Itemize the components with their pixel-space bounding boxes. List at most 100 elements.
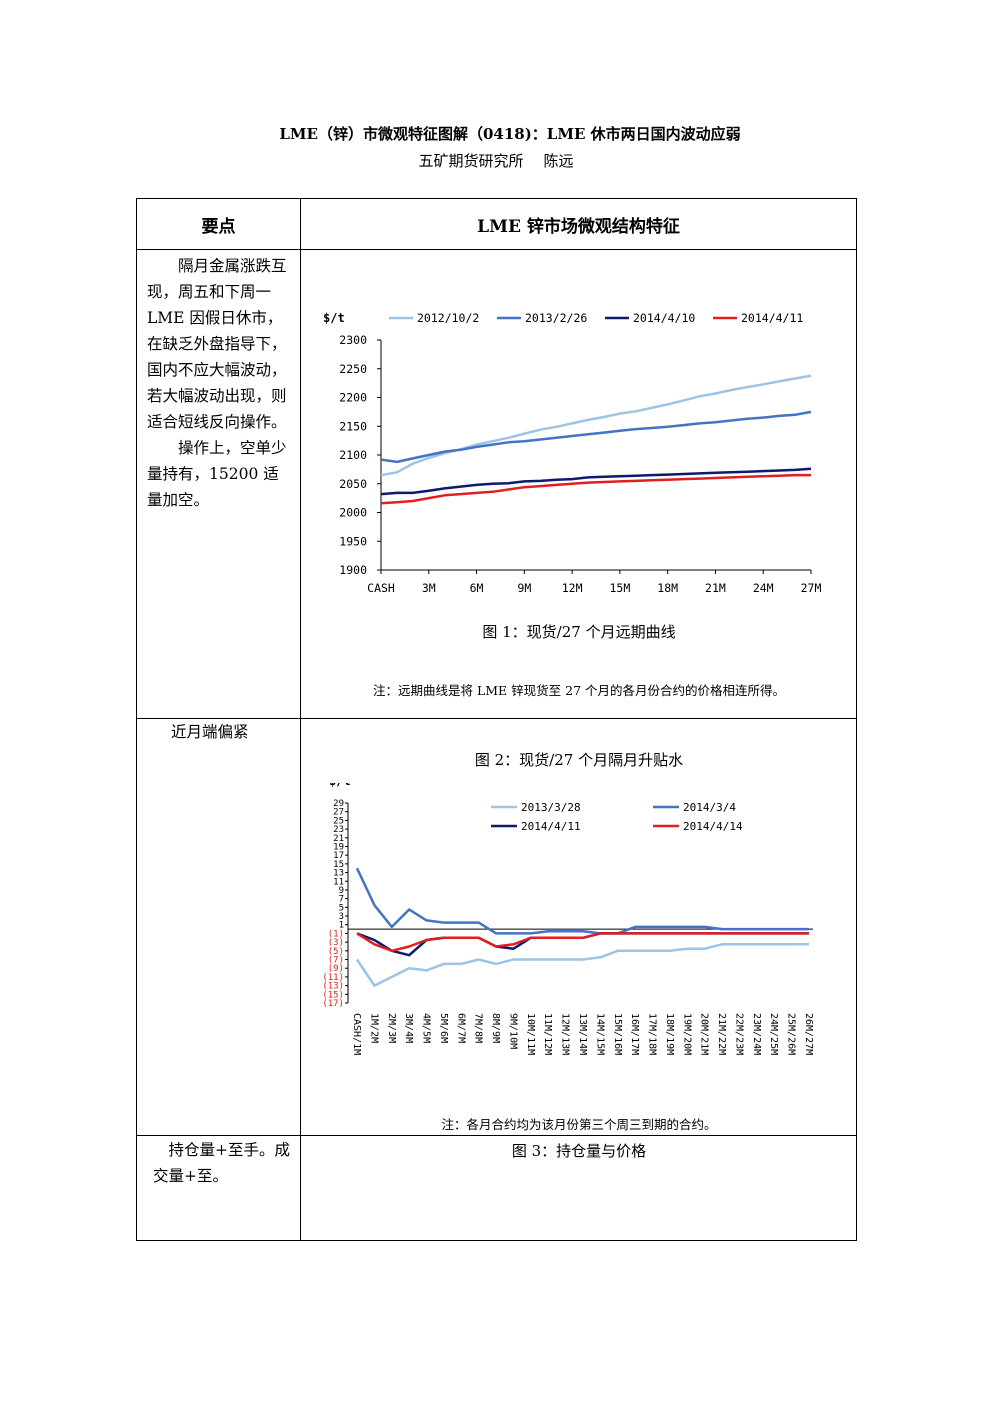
y-tick-label: 1900: [339, 563, 367, 577]
y-tick-label: 19: [333, 842, 344, 852]
x-tick-label: 22M/23M: [733, 1013, 744, 1055]
series-line-3: [380, 467, 812, 496]
x-tick-label: 15M: [609, 581, 630, 595]
figure1-note: 注：远期曲线是将 LME 锌现货至 27 个月的各月份合约的价格相连所得。: [372, 683, 786, 698]
x-tick-label: 6M/7M: [455, 1013, 466, 1043]
document-title: LME（锌）市微观特征图解（0418)：LME 休市两日国内波动应弱: [279, 125, 741, 143]
y-tick-label: (11): [322, 973, 344, 983]
y-tick-label: 3: [339, 912, 344, 922]
y-tick-label: 27: [333, 808, 344, 818]
x-tick-label: 7M/8M: [473, 1013, 484, 1043]
x-tick-label: 10M/11M: [525, 1013, 536, 1055]
row3-right-cell: 图 3：持仓量与价格: [300, 1135, 857, 1241]
row2-left-cell: 近月端偏紧: [136, 718, 301, 1136]
x-tick-label: 20M/21M: [699, 1013, 710, 1055]
figure1-caption: 图 1：现货/27 个月远期曲线: [482, 623, 676, 641]
legend-label-3: 2014/4/10: [633, 311, 695, 325]
legend-label-1: 2012/10/2: [417, 311, 479, 325]
series-line-2: [380, 410, 812, 464]
row1-left-text: 隔月金属涨跌互现，周五和下周一LME 因假日休市，在缺乏外盘指导下，国内不应大幅…: [137, 250, 300, 513]
figure2-caption: 图 2：现货/27 个月隔月升贴水: [474, 751, 684, 769]
y-tick-label: (9): [328, 964, 344, 974]
x-tick-label: 16M/17M: [629, 1013, 640, 1055]
y-tick-label: 2000: [339, 506, 367, 520]
x-tick-label: 3M/4M: [403, 1013, 414, 1043]
x-tick-label: 15M/16M: [612, 1013, 623, 1055]
series-line-1: [355, 943, 809, 987]
x-tick-label: 18M: [657, 581, 678, 595]
y-tick-label: 29: [333, 799, 344, 809]
y-tick-label: 23: [333, 825, 344, 835]
y-tick-label: 9: [339, 886, 344, 896]
document-author: 五矿期货研究所 陈远: [0, 150, 992, 171]
y-tick-label: (17): [322, 999, 344, 1009]
y-tick-label: (3): [328, 938, 344, 948]
x-tick-label: 3M: [422, 581, 436, 595]
x-tick-label: 9M: [517, 581, 531, 595]
y-tick-label: (1): [328, 929, 344, 939]
row2-right-cell: 图 2：现货/27 个月隔月升贴水 $/t 2013/3/28 2014/3/4 20…: [300, 718, 857, 1136]
x-tick-label: 25M/26M: [786, 1013, 797, 1055]
row1-right-cell: $/t 2012/10/2 2013/2/26 2014/4/10 2014/4/11 1…: [300, 249, 857, 719]
y-tick-label: 11: [333, 877, 344, 887]
y-tick-label: 1: [339, 921, 344, 931]
legend-label-3: 2014/4/11: [521, 820, 581, 833]
row3-left-paragraph-1: 持仓量+至手。成交量+至。: [153, 1141, 290, 1185]
x-tick-label: 12M/13M: [560, 1013, 571, 1055]
x-tick-label: 21M: [705, 581, 726, 595]
y-tick-label: 17: [333, 851, 344, 861]
table-row-1: 隔月金属涨跌互现，周五和下周一LME 因假日休市，在缺乏外盘指导下，国内不应大幅…: [136, 249, 857, 719]
x-tick-label: 18M/19M: [664, 1013, 675, 1055]
x-tick-label: 14M/15M: [594, 1013, 605, 1055]
y-tick-label: 7: [339, 895, 344, 905]
x-tick-label: 19M/20M: [681, 1013, 692, 1055]
y-tick-label: 13: [333, 869, 344, 879]
y-tick-label: 15: [333, 860, 344, 870]
forward-curve-chart: $/t 2012/10/2 2013/2/26 2014/4/10 2014/4/11 1…: [323, 311, 822, 595]
x-tick-label: CASH: [367, 581, 395, 595]
table-header-row: 要点 LME 锌市场微观结构特征: [136, 198, 857, 250]
x-tick-label: 12M: [562, 581, 583, 595]
y-tick-label: (5): [328, 947, 344, 957]
y-tick-label: 2050: [339, 477, 367, 491]
x-tick-label: 9M/10M: [507, 1013, 518, 1049]
x-tick-label: 26M/27M: [803, 1013, 814, 1055]
y-tick-label: 2100: [339, 448, 367, 462]
x-tick-label: 27M: [801, 581, 822, 595]
x-tick-label: 24M: [753, 581, 774, 595]
author-organization: 五矿期货研究所: [418, 152, 524, 170]
table-row-2: 近月端偏紧 图 2：现货/27 个月隔月升贴水 $/t 2013/3/28 2014…: [136, 718, 857, 1136]
y-tick-label: 21: [333, 834, 344, 844]
y-axis-unit-label: $/t: [329, 783, 351, 788]
x-tick-label: 6M: [470, 581, 484, 595]
table-row-3: 持仓量+至手。成交量+至。 图 3：持仓量与价格: [136, 1135, 857, 1241]
legend-label-2: 2014/3/4: [683, 801, 736, 814]
x-tick-label: 17M/18M: [647, 1013, 658, 1055]
x-tick-label: 5M/6M: [438, 1013, 449, 1043]
col1-header: 要点: [136, 198, 301, 250]
col2-header: LME 锌市场微观结构特征: [300, 198, 857, 250]
figure2-note: 注：各月合约均为该月份第三个周三到期的合约。: [441, 1117, 717, 1132]
x-tick-label: 23M/24M: [751, 1013, 762, 1055]
series-line-4: [356, 932, 809, 953]
y-tick-label: 2250: [339, 362, 367, 376]
x-tick-label: 8M/9M: [490, 1013, 501, 1043]
x-tick-label: 4M/5M: [421, 1013, 432, 1043]
author-name: 陈远: [543, 152, 574, 170]
analysis-table: 要点 LME 锌市场微观结构特征 隔月金属涨跌互现，周五和下周一LME 因假日休…: [136, 198, 857, 1241]
series-line-2: [355, 867, 809, 935]
row1-left-paragraph-1: 隔月金属涨跌互现，周五和下周一LME 因假日休市，在缺乏外盘指导下，国内不应大幅…: [147, 257, 287, 431]
x-tick-label: CASH/1M: [351, 1013, 362, 1055]
figure3-caption: 图 3：持仓量与价格: [511, 1142, 647, 1160]
legend-label-1: 2013/3/28: [521, 801, 581, 814]
y-tick-label: 2150: [339, 419, 367, 433]
y-tick-label: (7): [328, 956, 344, 966]
row3-left-text: 持仓量+至手。成交量+至。: [137, 1136, 300, 1189]
row1-left-paragraph-2: 操作上，空单少量持有，15200 适量加空。: [147, 439, 287, 509]
legend-label-2: 2013/2/26: [525, 311, 587, 325]
row2-left-text: 近月端偏紧: [171, 723, 249, 741]
y-tick-label: 2300: [339, 333, 367, 347]
y-tick-label: 2200: [339, 391, 367, 405]
y-tick-label: 5: [339, 903, 344, 913]
y-tick-label: (13): [322, 982, 344, 992]
